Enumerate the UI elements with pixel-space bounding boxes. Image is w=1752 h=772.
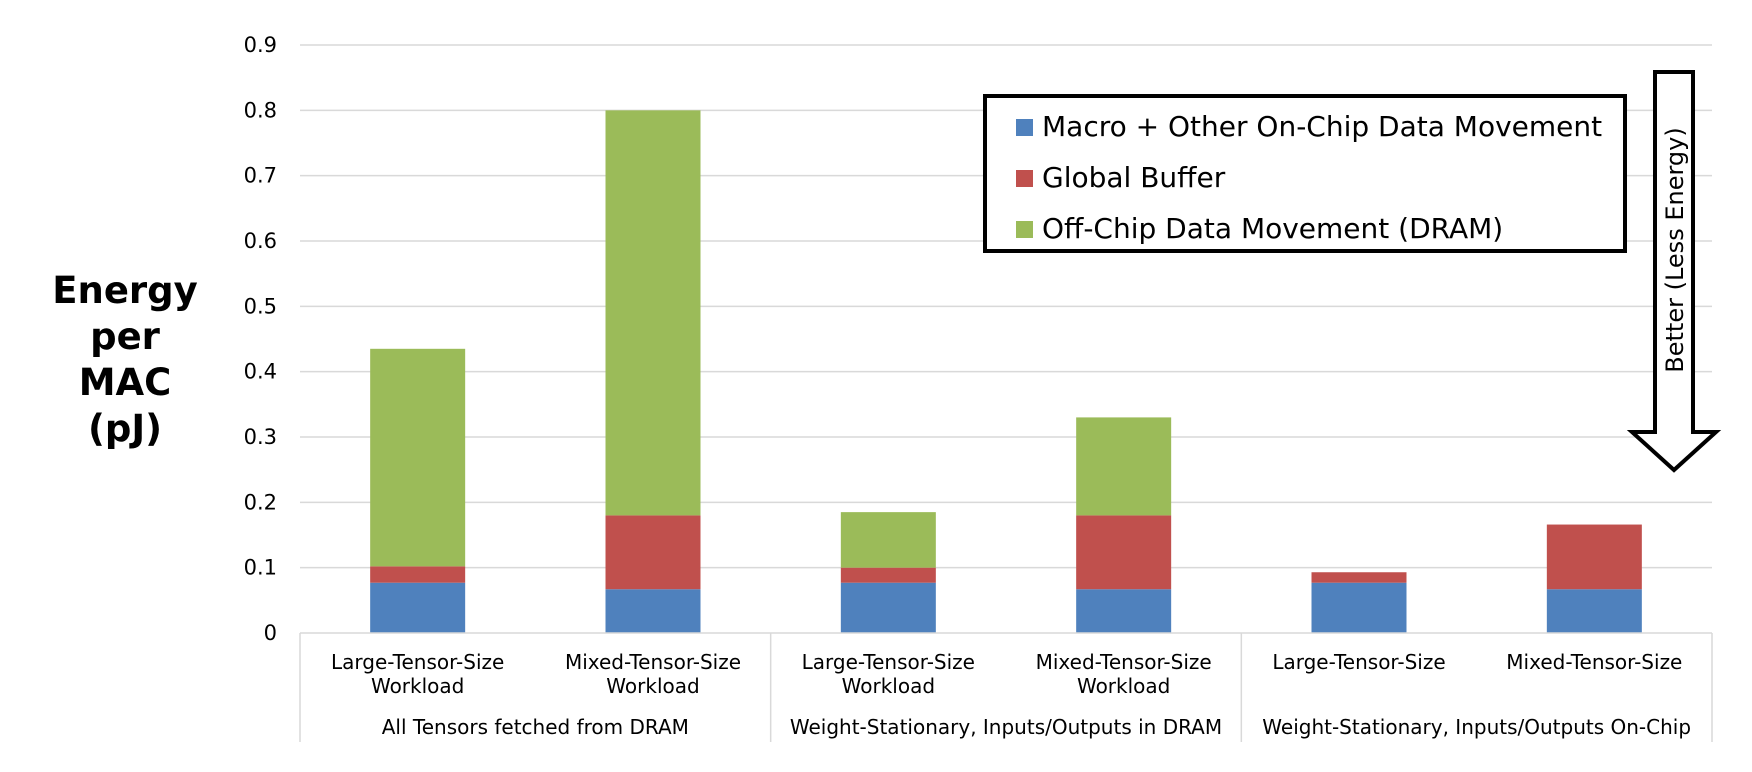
y-tick-label: 0.9 xyxy=(244,33,277,57)
y-axis-title-line-3: MAC (pJ) xyxy=(78,361,172,450)
x-tick-label: Workload xyxy=(371,674,464,698)
bar-segment xyxy=(1076,589,1172,633)
legend-label: Global Buffer xyxy=(1042,161,1226,194)
bar-segment xyxy=(1546,524,1642,590)
y-axis-title: Energy per MAC (pJ) xyxy=(40,268,210,452)
legend-swatch xyxy=(1016,170,1033,187)
bar-segment xyxy=(370,348,466,567)
y-tick-label: 0.8 xyxy=(244,98,277,122)
bar-segment xyxy=(1311,572,1407,583)
bar-segment xyxy=(1076,417,1172,516)
bar-segment xyxy=(370,582,466,633)
y-tick-label: 0.6 xyxy=(244,229,277,253)
y-tick-label: 0.1 xyxy=(244,556,277,580)
x-tick-label: Workload xyxy=(1077,674,1170,698)
y-tick-label: 0.2 xyxy=(244,490,277,514)
x-group-label: All Tensors fetched from DRAM xyxy=(382,715,689,739)
bar-segment xyxy=(840,512,936,568)
y-tick-label: 0 xyxy=(264,621,277,645)
x-tick-label: Mixed-Tensor-Size xyxy=(1036,650,1212,674)
bar-segment xyxy=(370,566,466,583)
bar-segment xyxy=(605,589,701,633)
y-axis-title-line-2: per xyxy=(90,315,160,358)
legend-label: Off-Chip Data Movement (DRAM) xyxy=(1042,212,1503,245)
x-tick-label: Mixed-Tensor-Size xyxy=(565,650,741,674)
annotation-label: Better (Less Energy) xyxy=(1661,127,1689,372)
legend-swatch xyxy=(1016,119,1033,136)
bar-segment xyxy=(605,515,701,590)
y-tick-label: 0.4 xyxy=(244,360,277,384)
bar-segment xyxy=(605,110,701,516)
x-group-label: Weight-Stationary, Inputs/Outputs On-Chi… xyxy=(1262,715,1691,739)
legend-swatch xyxy=(1016,221,1033,238)
x-tick-label: Workload xyxy=(842,674,935,698)
bar-segment xyxy=(1311,582,1407,633)
x-tick-label: Workload xyxy=(606,674,699,698)
x-tick-label: Large-Tensor-Size xyxy=(1272,650,1445,674)
bar-segment xyxy=(1546,589,1642,633)
x-tick-label: Large-Tensor-Size xyxy=(331,650,504,674)
y-axis-title-line-1: Energy xyxy=(52,269,198,312)
arrow-down-icon xyxy=(1626,70,1722,473)
legend-label: Macro + Other On-Chip Data Movement xyxy=(1042,110,1602,143)
x-group-label: Weight-Stationary, Inputs/Outputs in DRA… xyxy=(790,715,1222,739)
y-tick-label: 0.5 xyxy=(244,294,277,318)
y-tick-label: 0.7 xyxy=(244,164,277,188)
x-tick-label: Large-Tensor-Size xyxy=(802,650,975,674)
bar-segment xyxy=(1076,515,1172,590)
x-tick-label: Mixed-Tensor-Size xyxy=(1506,650,1682,674)
legend-box xyxy=(983,94,1627,253)
bar-segment xyxy=(840,567,936,583)
bar-segment xyxy=(840,582,936,633)
y-tick-label: 0.3 xyxy=(244,425,277,449)
